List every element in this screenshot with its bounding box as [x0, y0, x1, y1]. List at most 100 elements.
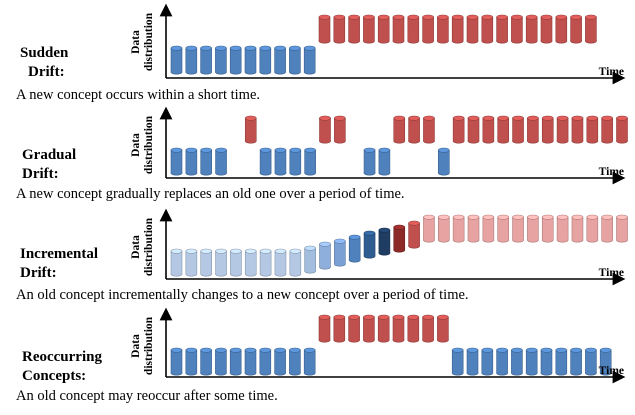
red-cylinder-bar: [601, 115, 613, 144]
red-cylinder-bar: [467, 115, 480, 144]
blue-cylinder-bar: [378, 147, 391, 176]
red-cylinder-bar: [571, 115, 584, 144]
red-cylinder-bar: [318, 14, 331, 44]
title-line-1: Gradual: [22, 147, 77, 163]
blue-cylinder-bar: [570, 347, 582, 376]
blue-cylinder-bar: [289, 248, 302, 277]
blue-cylinder-bar: [348, 234, 361, 263]
blue-cylinder-bar: [378, 227, 391, 256]
title-line-2: Drift:: [20, 265, 57, 281]
red-cylinder-bar: [570, 14, 582, 44]
blue-cylinder-bar: [274, 147, 287, 176]
red-cylinder-bar: [452, 115, 465, 144]
red-cylinder-bar: [407, 14, 420, 44]
red-cylinder-bar: [392, 14, 405, 44]
red-cylinder-bar: [497, 115, 510, 144]
blue-cylinder-bar: [215, 248, 227, 277]
blue-cylinder-bar: [599, 347, 612, 376]
red-cylinder-bar: [497, 214, 510, 243]
red-cylinder-bar: [333, 314, 346, 343]
blue-cylinder-bar: [289, 45, 301, 75]
red-cylinder-bar: [407, 314, 420, 343]
incremental-drift-plot: Datadistribution Time: [130, 208, 628, 286]
title-line-1: Sudden: [20, 45, 69, 61]
x-axis-label: Time: [599, 66, 624, 78]
red-cylinder-bar: [585, 14, 597, 44]
blue-cylinder-bar: [274, 45, 286, 75]
title-line-2: Concepts:: [22, 368, 87, 384]
panel-title: Incremental Drift:: [20, 245, 98, 283]
blue-cylinder-bar: [244, 45, 257, 75]
red-cylinder-bar: [601, 214, 613, 243]
red-cylinder-bar: [334, 115, 346, 144]
blue-cylinder-bar: [555, 347, 568, 376]
red-cylinder-bar: [408, 115, 420, 144]
red-cylinder-bar: [437, 214, 450, 243]
red-cylinder-bar: [496, 14, 508, 44]
blue-cylinder-bar: [437, 147, 450, 176]
blue-cylinder-bar: [274, 347, 286, 376]
blue-cylinder-bar: [451, 347, 464, 376]
blue-cylinder-bar: [259, 347, 272, 376]
red-cylinder-bar: [377, 14, 390, 44]
panel-reoccurring-concepts: Datadistribution Time Reoccurring Concept…: [0, 305, 635, 415]
red-cylinder-bar: [482, 115, 495, 144]
x-axis-label: Time: [599, 267, 624, 279]
blue-cylinder-bar: [525, 347, 538, 376]
blue-cylinder-bar: [170, 45, 183, 75]
blue-cylinder-bar: [496, 347, 508, 376]
blue-cylinder-bar: [200, 147, 212, 176]
blue-cylinder-bar: [289, 347, 301, 376]
blue-cylinder-bar: [215, 347, 227, 376]
blue-cylinder-bar: [185, 45, 198, 75]
red-cylinder-bar: [467, 214, 480, 243]
blue-cylinder-bar: [259, 147, 272, 176]
blue-cylinder-bar: [185, 248, 198, 277]
blue-cylinder-bar: [244, 248, 257, 277]
blue-cylinder-bar: [511, 347, 523, 376]
red-cylinder-bar: [423, 115, 435, 144]
blue-cylinder-bar: [230, 248, 242, 277]
red-cylinder-bar: [363, 14, 375, 44]
red-cylinder-bar: [363, 314, 375, 343]
blue-cylinder-bar: [466, 347, 479, 376]
panel-title: Reoccurring Concepts:: [22, 348, 102, 386]
blue-cylinder-bar: [215, 45, 227, 75]
blue-cylinder-bar: [304, 147, 316, 176]
panel-description: An old concept may reoccur after some ti…: [16, 388, 278, 404]
blue-cylinder-bar: [259, 45, 272, 75]
red-cylinder-bar: [393, 115, 406, 144]
red-cylinder-bar: [525, 14, 538, 44]
y-axis-label: Datadistribution: [130, 115, 155, 174]
red-cylinder-bar: [571, 214, 584, 243]
blue-cylinder-bar: [229, 347, 242, 376]
panel-description: An old concept incrementally changes to …: [16, 287, 469, 303]
red-cylinder-bar: [392, 314, 405, 343]
red-cylinder-bar: [318, 314, 331, 343]
panel-incremental-drift: Datadistribution Time Incremental Drift: …: [0, 205, 635, 305]
red-cylinder-bar: [586, 214, 599, 243]
red-cylinder-bar: [556, 115, 569, 144]
blue-cylinder-bar: [303, 347, 316, 376]
title-line-1: Incremental: [20, 246, 99, 262]
red-cylinder-bar: [616, 115, 628, 144]
red-cylinder-bar: [527, 214, 539, 243]
red-cylinder-bar: [423, 214, 435, 243]
blue-cylinder-bar: [334, 238, 346, 267]
panel-description: A new concept occurs within a short time…: [16, 87, 261, 103]
x-axis-label: Time: [599, 166, 624, 178]
red-cylinder-bar: [333, 14, 346, 44]
y-axis-label: Datadistribution: [130, 12, 155, 71]
red-cylinder-bar: [319, 115, 331, 144]
red-cylinder-bar: [511, 14, 523, 44]
blue-cylinder-bar: [200, 248, 212, 277]
blue-cylinder-bar: [274, 248, 287, 277]
blue-cylinder-bar: [259, 248, 272, 277]
panel-description: A new concept gradually replaces an old …: [16, 186, 405, 202]
blue-cylinder-bar: [170, 248, 183, 277]
panel-gradual-drift: Datadistribution Time Gradual Drift: A ne…: [0, 105, 635, 205]
title-line-2: Drift:: [28, 64, 65, 80]
blue-cylinder-bar: [244, 347, 257, 376]
blue-cylinder-bar: [200, 45, 212, 75]
reoccurring-concepts-plot: Datadistribution Time: [130, 307, 626, 384]
